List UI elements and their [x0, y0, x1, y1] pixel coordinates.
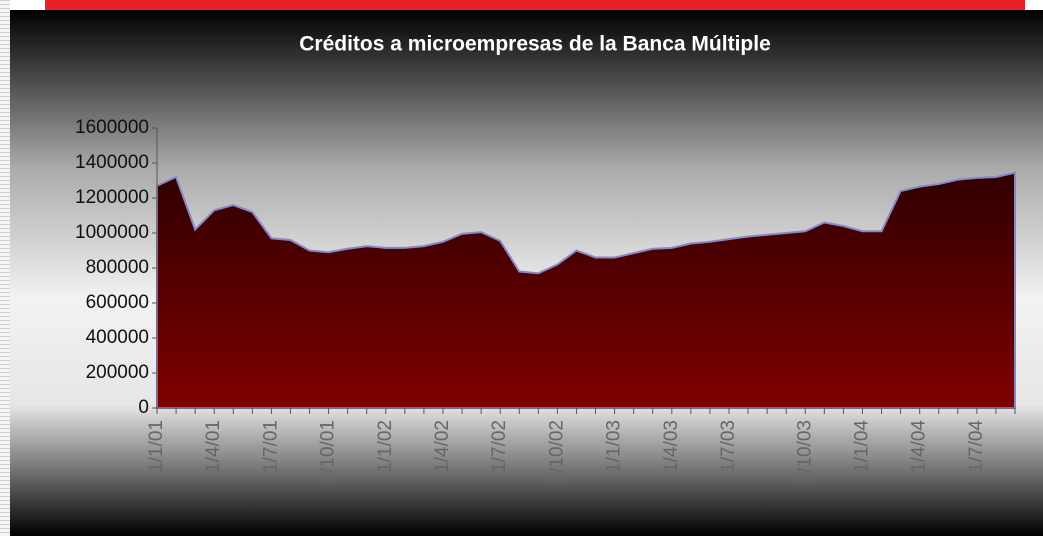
y-tick-label: 800000	[86, 257, 149, 278]
x-tick-label: 1/7/02	[489, 420, 510, 473]
area	[156, 171, 1016, 409]
side-stripes	[0, 0, 10, 536]
y-tick-label: 600000	[86, 292, 149, 313]
y-tick-label: 1000000	[75, 222, 149, 243]
x-tick-label: 1/7/03	[718, 420, 739, 473]
chart-title: Créditos a microempresas de la Banca Múl…	[299, 33, 771, 56]
y-tick-label: 1200000	[75, 187, 149, 208]
y-tick-label: 400000	[86, 327, 149, 348]
x-tick-label: 1/7/04	[966, 420, 987, 473]
x-tick-label: 1/1/03	[604, 420, 625, 473]
y-tick-label: 200000	[86, 362, 149, 383]
x-tick-label: 1/10/02	[546, 420, 567, 483]
top-bar	[45, 0, 1025, 10]
y-tick-label: 1400000	[75, 152, 149, 173]
x-tick-label: 1/4/03	[661, 420, 682, 473]
x-tick-label: 1/1/02	[375, 420, 396, 473]
y-tick-label: 0	[138, 397, 149, 418]
y-tick-label: 1600000	[75, 117, 149, 138]
x-tick-label: 1/4/02	[432, 420, 453, 473]
x-tick-label: 1/10/03	[794, 420, 815, 483]
x-tick-label: 1/1/01	[146, 420, 167, 473]
x-tick-label: 1/4/01	[203, 420, 224, 473]
x-tick-label: 1/10/01	[318, 420, 339, 483]
x-tick-label: 1/4/04	[909, 420, 930, 473]
x-tick-label: 1/7/01	[260, 420, 281, 473]
x-tick-label: 1/1/04	[851, 420, 872, 473]
